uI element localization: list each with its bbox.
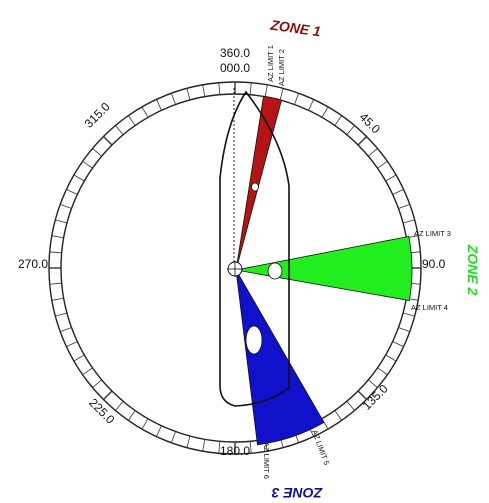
ring-tick bbox=[398, 327, 410, 332]
zone-1-thruster-marker bbox=[251, 182, 259, 192]
ring-tick bbox=[51, 235, 64, 239]
ring-tick bbox=[368, 148, 378, 157]
ring-tick bbox=[218, 441, 221, 454]
heading-000-label: 000.0 bbox=[220, 61, 250, 75]
ring-tick bbox=[127, 410, 136, 421]
zone-3-sector[interactable] bbox=[235, 269, 325, 446]
ring-tick bbox=[127, 115, 136, 126]
ring-tick bbox=[82, 160, 93, 169]
ring-tick bbox=[321, 106, 329, 118]
zone-2-sector[interactable] bbox=[235, 235, 413, 302]
ring-tick bbox=[115, 401, 124, 411]
ring-tick bbox=[66, 189, 78, 195]
thruster-position-marks bbox=[227, 182, 283, 355]
ring-tick bbox=[171, 93, 176, 105]
az-limit-1-label: AZ LIMIT 1 bbox=[266, 45, 275, 82]
ring-tick bbox=[294, 93, 299, 105]
heading-315-label: 315.0 bbox=[82, 99, 113, 130]
ring-tick bbox=[402, 312, 415, 317]
ring-tick bbox=[82, 367, 93, 376]
heading-180-label: 180.0 bbox=[220, 444, 250, 458]
ring-tick bbox=[55, 219, 68, 224]
ring-tick bbox=[60, 327, 72, 332]
zone-2-thruster-marker bbox=[267, 262, 283, 280]
zone-1-title: ZONE 1 bbox=[269, 16, 323, 39]
vessel-hull-outline bbox=[219, 90, 290, 407]
ring-tick bbox=[334, 115, 343, 126]
ring-tick bbox=[368, 379, 378, 388]
ring-tick bbox=[346, 125, 355, 135]
ring-tick bbox=[334, 410, 343, 421]
ring-tick bbox=[218, 82, 221, 95]
ring-tick bbox=[49, 251, 62, 254]
ring-tick bbox=[55, 312, 68, 317]
ring-tick bbox=[346, 401, 355, 411]
ring-tick bbox=[377, 367, 388, 376]
ring-tick bbox=[115, 125, 124, 135]
heading-045-label: 45.0 bbox=[357, 110, 384, 137]
ring-tick bbox=[392, 189, 404, 195]
ring-tick bbox=[73, 174, 85, 182]
ring-tick bbox=[156, 99, 162, 111]
ring-tick bbox=[186, 435, 191, 448]
az-limit-5-label: AZ LIMIT 5 bbox=[310, 429, 331, 467]
ring-tick bbox=[385, 354, 397, 362]
ring-tick bbox=[102, 390, 113, 401]
ring-tick bbox=[51, 297, 64, 301]
ring-tick bbox=[49, 282, 62, 285]
ring-tick bbox=[398, 204, 410, 209]
ring-tick bbox=[392, 341, 404, 347]
ring-tick bbox=[264, 84, 268, 97]
ring-tick bbox=[249, 82, 252, 95]
ring-tick bbox=[202, 439, 206, 452]
ring-tick bbox=[385, 174, 397, 182]
ring-tick bbox=[357, 390, 368, 401]
ring-tick bbox=[202, 84, 206, 97]
ring-tick bbox=[141, 418, 149, 430]
ring-tick bbox=[402, 219, 415, 224]
ring-tick bbox=[377, 160, 388, 169]
zone-1-sector[interactable] bbox=[235, 95, 283, 271]
zone-3-thruster-marker bbox=[245, 325, 263, 355]
zone-3-title: ZONE 3 bbox=[272, 485, 324, 501]
heading-270-label: 270.0 bbox=[18, 257, 48, 271]
ring-tick bbox=[73, 354, 85, 362]
ring-tick bbox=[156, 425, 162, 437]
az-limit-4-label: AZ LIMIT 4 bbox=[411, 303, 448, 312]
ring-tick bbox=[102, 135, 113, 146]
heading-090-label: 90.0 bbox=[422, 257, 446, 271]
ring-tick bbox=[66, 341, 78, 347]
ring-tick bbox=[186, 88, 191, 101]
ring-tick bbox=[357, 135, 368, 146]
ring-tick bbox=[60, 204, 72, 209]
ring-tick bbox=[141, 106, 149, 118]
zone-sectors bbox=[235, 95, 413, 446]
ring-tick bbox=[249, 441, 252, 454]
az-limit-6-label: AZ LIMIT 6 bbox=[262, 442, 271, 479]
az-limit-3-label: AZ LIMIT 3 bbox=[414, 229, 451, 238]
heading-135-label: 135.0 bbox=[360, 381, 391, 412]
heading-225-label: 225.0 bbox=[86, 396, 117, 427]
ring-tick bbox=[92, 379, 102, 388]
ring-tick bbox=[92, 148, 102, 157]
az-limit-2-label: AZ LIMIT 2 bbox=[277, 49, 286, 86]
zone-2-title: ZONE 2 bbox=[465, 244, 481, 296]
zone-titles: ZONE 1 ZONE 2 ZONE 3 bbox=[269, 16, 481, 501]
ring-tick bbox=[279, 88, 284, 101]
ring-tick bbox=[308, 99, 314, 111]
heading-360-label: 360.0 bbox=[220, 46, 250, 60]
ring-tick bbox=[171, 431, 176, 443]
